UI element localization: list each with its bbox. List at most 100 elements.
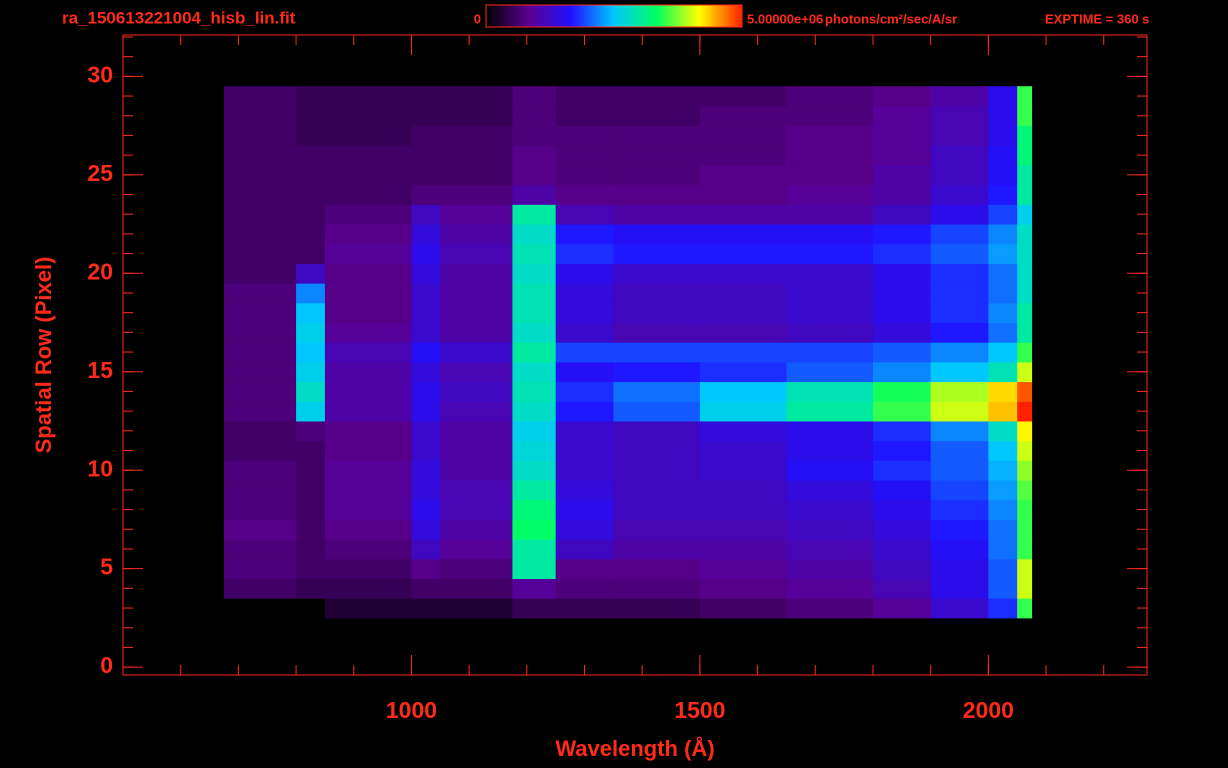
heatmap-cell bbox=[296, 105, 326, 127]
heatmap-cell bbox=[411, 145, 441, 166]
heatmap-cell bbox=[699, 539, 787, 560]
heatmap-cell bbox=[324, 598, 412, 619]
heatmap-cell bbox=[786, 125, 874, 146]
heatmap-cell bbox=[930, 243, 989, 264]
heatmap-cell bbox=[411, 243, 441, 264]
heatmap-cell bbox=[872, 184, 932, 205]
heatmap-cell bbox=[786, 499, 874, 520]
heatmap-cell bbox=[296, 460, 326, 481]
heatmap-cell bbox=[324, 578, 412, 599]
heatmap-cell bbox=[786, 164, 874, 186]
heatmap-cell bbox=[699, 204, 787, 225]
heatmap-cell bbox=[786, 322, 874, 343]
axes: 1000 1500 2000 0 5 10 15 20 25 30 Wavelength (Å) Sp… bbox=[31, 4, 1149, 761]
heatmap-cell bbox=[324, 105, 412, 127]
heatmap-cell bbox=[512, 105, 557, 127]
heatmap-cell bbox=[613, 480, 701, 501]
heatmap-cell bbox=[613, 342, 701, 363]
heatmap-cell bbox=[1017, 164, 1033, 186]
heatmap-cell bbox=[512, 440, 557, 461]
heatmap-cell bbox=[411, 460, 441, 481]
heatmap-cell bbox=[440, 381, 513, 402]
heatmap-cell bbox=[324, 86, 412, 107]
heatmap-cell bbox=[930, 204, 989, 225]
heatmap-cell bbox=[786, 401, 874, 422]
heatmap-cell bbox=[223, 204, 297, 225]
heatmap-cell bbox=[930, 86, 989, 107]
heatmap-cell bbox=[440, 164, 513, 186]
heatmap-cell bbox=[223, 342, 297, 363]
heatmap-cell bbox=[555, 361, 614, 383]
heatmap-cell bbox=[324, 420, 412, 442]
heatmap-cell bbox=[699, 164, 787, 186]
heatmap-cell bbox=[296, 440, 326, 461]
heatmap-cell bbox=[555, 283, 614, 304]
heatmap-cell bbox=[613, 440, 701, 461]
heatmap-cell bbox=[988, 145, 1018, 166]
heatmap-cell bbox=[872, 381, 932, 402]
heatmap-cell bbox=[223, 440, 297, 461]
heatmap-cell bbox=[872, 145, 932, 166]
heatmap-cell bbox=[324, 224, 412, 245]
heatmap-cell bbox=[872, 105, 932, 127]
heatmap-cell bbox=[988, 381, 1018, 402]
heatmap-cell bbox=[786, 420, 874, 442]
heatmap-cell bbox=[1017, 420, 1033, 442]
heatmap-cell bbox=[872, 204, 932, 225]
heatmap-cell bbox=[786, 283, 874, 304]
heatmap-cell bbox=[786, 440, 874, 461]
heatmap-cell bbox=[555, 224, 614, 245]
heatmap-cell bbox=[699, 558, 787, 580]
heatmap-cell bbox=[872, 578, 932, 599]
heatmap-cell bbox=[872, 243, 932, 264]
heatmap-cell bbox=[324, 499, 412, 520]
heatmap-cell bbox=[786, 480, 874, 501]
heatmap-cell bbox=[324, 480, 412, 501]
heatmap-cell bbox=[613, 578, 701, 599]
heatmap-cell bbox=[1017, 519, 1033, 540]
heatmap-cell bbox=[613, 361, 701, 383]
y-tick-label: 5 bbox=[100, 554, 113, 580]
heatmap-cell bbox=[555, 519, 614, 540]
heatmap-cell bbox=[411, 440, 441, 461]
heatmap bbox=[223, 86, 1033, 619]
heatmap-cell bbox=[555, 558, 614, 580]
heatmap-cell bbox=[786, 558, 874, 580]
heatmap-cell bbox=[613, 302, 701, 324]
heatmap-cell bbox=[988, 243, 1018, 264]
heatmap-cell bbox=[786, 145, 874, 166]
heatmap-cell bbox=[872, 499, 932, 520]
heatmap-cell bbox=[930, 598, 989, 619]
heatmap-cell bbox=[699, 401, 787, 422]
heatmap-cell bbox=[411, 578, 441, 599]
heatmap-cell bbox=[872, 598, 932, 619]
heatmap-cell bbox=[1017, 598, 1033, 619]
heatmap-cell bbox=[296, 204, 326, 225]
heatmap-cell bbox=[930, 460, 989, 481]
heatmap-cell bbox=[930, 440, 989, 461]
heatmap-cell bbox=[1017, 480, 1033, 501]
heatmap-cell bbox=[411, 342, 441, 363]
heatmap-cell bbox=[930, 558, 989, 580]
heatmap-cell bbox=[512, 558, 557, 580]
heatmap-cell bbox=[988, 519, 1018, 540]
heatmap-cell bbox=[223, 558, 297, 580]
heatmap-cell bbox=[872, 420, 932, 442]
heatmap-cell bbox=[411, 263, 441, 284]
heatmap-cell bbox=[512, 243, 557, 264]
heatmap-cell bbox=[1017, 283, 1033, 304]
heatmap-cell bbox=[512, 361, 557, 383]
heatmap-cell bbox=[512, 184, 557, 205]
heatmap-cell bbox=[930, 499, 989, 520]
heatmap-cell bbox=[786, 342, 874, 363]
heatmap-cell bbox=[699, 184, 787, 205]
heatmap-cell bbox=[411, 105, 441, 127]
heatmap-cell bbox=[786, 598, 874, 619]
heatmap-cell bbox=[988, 420, 1018, 442]
heatmap-cell bbox=[872, 440, 932, 461]
heatmap-cell bbox=[1017, 302, 1033, 324]
heatmap-cell bbox=[440, 105, 513, 127]
heatmap-cell bbox=[440, 263, 513, 284]
heatmap-cell bbox=[512, 342, 557, 363]
heatmap-cell bbox=[699, 86, 787, 107]
